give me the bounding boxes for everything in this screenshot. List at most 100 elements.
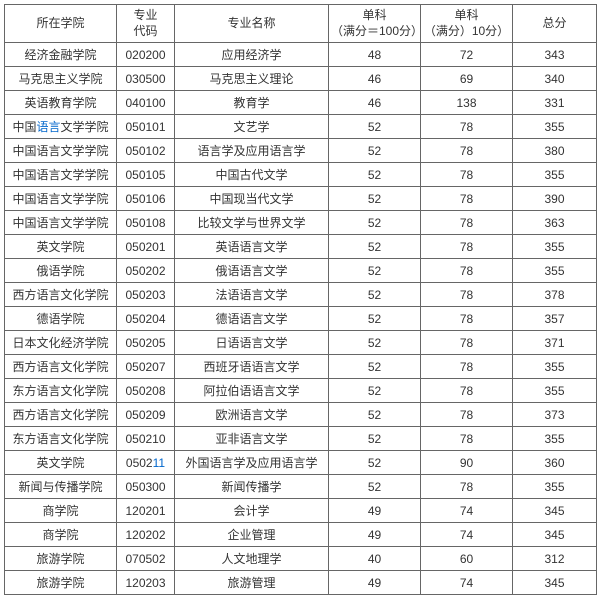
cell-college: 英文学院: [5, 451, 117, 475]
cell-text: 文学学院: [61, 120, 109, 134]
cell-code: 120203: [117, 571, 175, 595]
cell-code: 050202: [117, 259, 175, 283]
table-row: 英文学院050201英语语言文学5278355: [5, 235, 597, 259]
cell-subject100: 52: [329, 187, 421, 211]
cell-subject100: 46: [329, 67, 421, 91]
cell-subject10: 78: [421, 139, 513, 163]
cell-subject100: 52: [329, 379, 421, 403]
cell-code: 050105: [117, 163, 175, 187]
admission-scores-table: 所在学院 专业代码 专业名称 单科（满分＝100分） 单科（满分）10分） 总分…: [4, 4, 597, 595]
cell-subject10: 74: [421, 499, 513, 523]
cell-subject100: 48: [329, 43, 421, 67]
cell-subject100: 52: [329, 139, 421, 163]
cell-college: 中国语言文学学院: [5, 211, 117, 235]
col-header-subject10: 单科（满分）10分）: [421, 5, 513, 43]
cell-subject100: 52: [329, 259, 421, 283]
col-header-subject100: 单科（满分＝100分）: [329, 5, 421, 43]
cell-subject10: 78: [421, 307, 513, 331]
table-row: 旅游学院070502人文地理学4060312: [5, 547, 597, 571]
table-row: 中国语言文学学院050102语言学及应用语言学5278380: [5, 139, 597, 163]
cell-subject10: 78: [421, 283, 513, 307]
cell-subject10: 78: [421, 475, 513, 499]
cell-college: 中国语言文学学院: [5, 163, 117, 187]
cell-code: 050211: [117, 451, 175, 475]
cell-code: 030500: [117, 67, 175, 91]
cell-subject100: 49: [329, 523, 421, 547]
cell-subject100: 52: [329, 427, 421, 451]
cell-code: 120202: [117, 523, 175, 547]
col-header-college: 所在学院: [5, 5, 117, 43]
table-row: 东方语言文化学院050208阿拉伯语语言文学5278355: [5, 379, 597, 403]
cell-total: 340: [513, 67, 597, 91]
cell-major: 应用经济学: [175, 43, 329, 67]
cell-subject10: 78: [421, 235, 513, 259]
cell-subject10: 90: [421, 451, 513, 475]
cell-subject100: 52: [329, 403, 421, 427]
cell-college: 马克思主义学院: [5, 67, 117, 91]
cell-college: 东方语言文化学院: [5, 379, 117, 403]
cell-major: 中国现当代文学: [175, 187, 329, 211]
cell-major: 欧洲语言文学: [175, 403, 329, 427]
cell-code: 050102: [117, 139, 175, 163]
cell-subject100: 52: [329, 355, 421, 379]
cell-code: 040100: [117, 91, 175, 115]
cell-college: 中国语言文学学院: [5, 115, 117, 139]
cell-college: 英语教育学院: [5, 91, 117, 115]
table-row: 英文学院050211外国语言学及应用语言学5290360: [5, 451, 597, 475]
table-row: 中国语言文学学院050105中国古代文学5278355: [5, 163, 597, 187]
table-row: 俄语学院050202俄语语言文学5278355: [5, 259, 597, 283]
table-header-row: 所在学院 专业代码 专业名称 单科（满分＝100分） 单科（满分）10分） 总分: [5, 5, 597, 43]
cell-total: 345: [513, 499, 597, 523]
table-row: 旅游学院120203旅游管理4974345: [5, 571, 597, 595]
cell-code: 050108: [117, 211, 175, 235]
cell-total: 371: [513, 331, 597, 355]
cell-link[interactable]: 11: [153, 456, 165, 470]
cell-code: 050101: [117, 115, 175, 139]
cell-code: 050205: [117, 331, 175, 355]
cell-major: 德语语言文学: [175, 307, 329, 331]
cell-major: 教育学: [175, 91, 329, 115]
cell-college: 日本文化经济学院: [5, 331, 117, 355]
cell-code: 050106: [117, 187, 175, 211]
cell-total: 355: [513, 259, 597, 283]
table-row: 新闻与传播学院050300新闻传播学5278355: [5, 475, 597, 499]
table-row: 商学院120201会计学4974345: [5, 499, 597, 523]
cell-subject100: 52: [329, 115, 421, 139]
cell-major: 旅游管理: [175, 571, 329, 595]
cell-total: 355: [513, 115, 597, 139]
cell-total: 343: [513, 43, 597, 67]
cell-subject100: 46: [329, 91, 421, 115]
cell-text: 0502: [126, 456, 153, 470]
cell-subject100: 52: [329, 451, 421, 475]
table-row: 马克思主义学院030500马克思主义理论4669340: [5, 67, 597, 91]
cell-college: 中国语言文学学院: [5, 187, 117, 211]
cell-total: 378: [513, 283, 597, 307]
cell-subject10: 74: [421, 571, 513, 595]
cell-code: 050201: [117, 235, 175, 259]
cell-total: 357: [513, 307, 597, 331]
cell-subject10: 78: [421, 331, 513, 355]
cell-subject10: 78: [421, 163, 513, 187]
table-row: 经济金融学院020200应用经济学4872343: [5, 43, 597, 67]
cell-major: 西班牙语语言文学: [175, 355, 329, 379]
cell-total: 390: [513, 187, 597, 211]
cell-college: 西方语言文化学院: [5, 403, 117, 427]
cell-total: 355: [513, 379, 597, 403]
cell-subject10: 78: [421, 403, 513, 427]
cell-major: 会计学: [175, 499, 329, 523]
col-header-total: 总分: [513, 5, 597, 43]
cell-subject100: 49: [329, 499, 421, 523]
table-row: 日本文化经济学院050205日语语言文学5278371: [5, 331, 597, 355]
table-row: 中国语言文学学院050108比较文学与世界文学5278363: [5, 211, 597, 235]
table-row: 英语教育学院040100教育学46138331: [5, 91, 597, 115]
cell-total: 373: [513, 403, 597, 427]
cell-link[interactable]: 语言: [36, 120, 60, 134]
col-header-major: 专业名称: [175, 5, 329, 43]
cell-code: 120201: [117, 499, 175, 523]
cell-subject10: 60: [421, 547, 513, 571]
cell-college: 英文学院: [5, 235, 117, 259]
cell-college: 西方语言文化学院: [5, 283, 117, 307]
table-row: 中国语言文学学院050106中国现当代文学5278390: [5, 187, 597, 211]
cell-subject100: 52: [329, 211, 421, 235]
cell-total: 345: [513, 523, 597, 547]
